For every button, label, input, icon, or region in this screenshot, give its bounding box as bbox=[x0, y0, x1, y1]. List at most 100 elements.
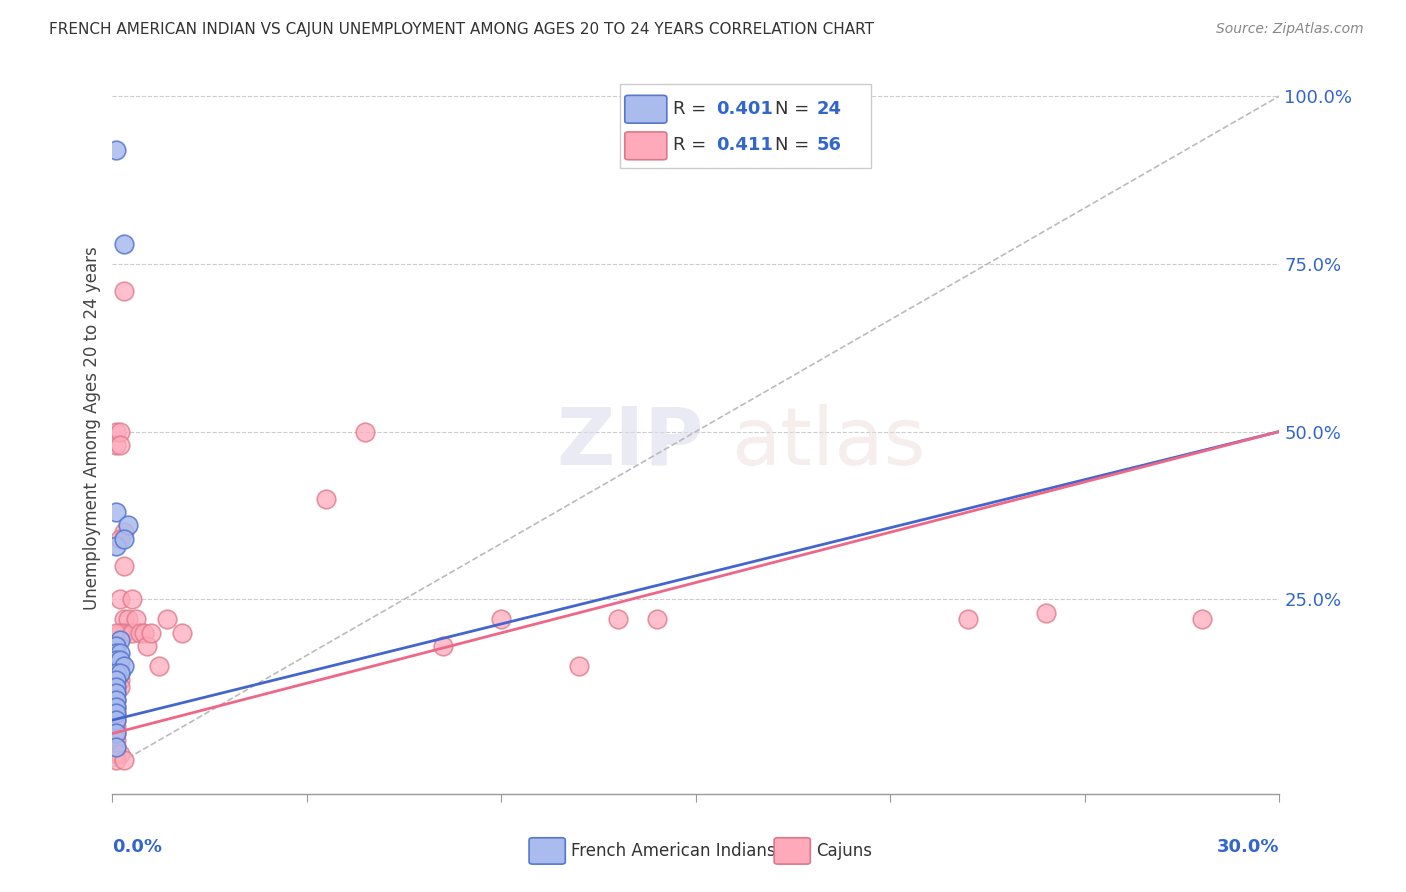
Point bbox=[112, 625, 135, 640]
Point bbox=[105, 753, 128, 767]
Point bbox=[141, 625, 163, 640]
FancyBboxPatch shape bbox=[620, 85, 872, 169]
Point bbox=[105, 673, 128, 687]
Point bbox=[105, 438, 128, 452]
Point bbox=[112, 236, 135, 251]
Point bbox=[105, 699, 128, 714]
Point bbox=[105, 693, 128, 707]
Point bbox=[105, 639, 128, 653]
Point bbox=[105, 143, 128, 157]
Point bbox=[105, 726, 128, 740]
Point bbox=[121, 592, 143, 607]
Point bbox=[105, 739, 128, 754]
Point bbox=[125, 612, 148, 626]
Point bbox=[354, 425, 377, 439]
Point bbox=[105, 639, 128, 653]
Text: R =: R = bbox=[672, 136, 711, 154]
Point bbox=[105, 653, 128, 667]
Point bbox=[110, 632, 132, 647]
Point bbox=[132, 625, 155, 640]
Point bbox=[110, 592, 132, 607]
Text: N =: N = bbox=[775, 100, 815, 118]
Point bbox=[148, 659, 170, 673]
Point bbox=[105, 539, 128, 553]
Point bbox=[315, 491, 337, 506]
Point bbox=[112, 558, 135, 573]
Point bbox=[105, 720, 128, 734]
Point bbox=[110, 532, 132, 546]
Text: 24: 24 bbox=[815, 100, 841, 118]
Point bbox=[105, 680, 128, 694]
Text: Source: ZipAtlas.com: Source: ZipAtlas.com bbox=[1216, 22, 1364, 37]
Point bbox=[110, 646, 132, 660]
Point bbox=[105, 686, 128, 700]
Text: Cajuns: Cajuns bbox=[815, 842, 872, 860]
Point bbox=[105, 653, 128, 667]
Text: atlas: atlas bbox=[731, 404, 925, 482]
Point bbox=[105, 713, 128, 727]
Point bbox=[112, 612, 135, 626]
Point bbox=[110, 680, 132, 694]
Point bbox=[172, 625, 194, 640]
Point bbox=[105, 625, 128, 640]
Point bbox=[105, 699, 128, 714]
Point bbox=[105, 686, 128, 700]
Point bbox=[105, 713, 128, 727]
Text: R =: R = bbox=[672, 100, 711, 118]
Text: ZIP: ZIP bbox=[555, 404, 703, 482]
Point bbox=[1191, 612, 1213, 626]
Point bbox=[128, 625, 150, 640]
Point bbox=[110, 425, 132, 439]
Point bbox=[117, 518, 139, 533]
Text: 30.0%: 30.0% bbox=[1218, 838, 1279, 855]
Text: 0.401: 0.401 bbox=[716, 100, 773, 118]
Point bbox=[110, 666, 132, 681]
Point bbox=[156, 612, 179, 626]
Point bbox=[117, 612, 139, 626]
Text: 0.0%: 0.0% bbox=[112, 838, 163, 855]
Point bbox=[105, 505, 128, 519]
Point bbox=[105, 726, 128, 740]
Point bbox=[110, 625, 132, 640]
Point bbox=[105, 646, 128, 660]
Point bbox=[105, 666, 128, 681]
Point bbox=[112, 753, 135, 767]
Text: 0.411: 0.411 bbox=[716, 136, 773, 154]
Point bbox=[568, 659, 591, 673]
Y-axis label: Unemployment Among Ages 20 to 24 years: Unemployment Among Ages 20 to 24 years bbox=[83, 246, 101, 610]
Point bbox=[645, 612, 668, 626]
Point bbox=[432, 639, 454, 653]
Point bbox=[110, 747, 132, 761]
Point bbox=[110, 666, 132, 681]
Point bbox=[105, 706, 128, 721]
Point bbox=[110, 438, 132, 452]
Point bbox=[110, 659, 132, 673]
Point bbox=[607, 612, 630, 626]
Point bbox=[105, 693, 128, 707]
Point bbox=[112, 532, 135, 546]
Point bbox=[112, 659, 135, 673]
Point bbox=[112, 525, 135, 540]
FancyBboxPatch shape bbox=[775, 838, 810, 864]
Point bbox=[105, 666, 128, 681]
FancyBboxPatch shape bbox=[624, 95, 666, 123]
Text: FRENCH AMERICAN INDIAN VS CAJUN UNEMPLOYMENT AMONG AGES 20 TO 24 YEARS CORRELATI: FRENCH AMERICAN INDIAN VS CAJUN UNEMPLOY… bbox=[49, 22, 875, 37]
Point bbox=[105, 680, 128, 694]
Point bbox=[105, 706, 128, 721]
Point bbox=[112, 284, 135, 298]
Point bbox=[105, 673, 128, 687]
FancyBboxPatch shape bbox=[529, 838, 565, 864]
Point bbox=[491, 612, 513, 626]
Point bbox=[105, 739, 128, 754]
Point bbox=[110, 653, 132, 667]
Point bbox=[105, 747, 128, 761]
Point bbox=[105, 425, 128, 439]
Point bbox=[110, 673, 132, 687]
Text: N =: N = bbox=[775, 136, 815, 154]
Point bbox=[957, 612, 980, 626]
Point bbox=[121, 625, 143, 640]
Point bbox=[136, 639, 159, 653]
FancyBboxPatch shape bbox=[624, 132, 666, 160]
Text: French American Indians: French American Indians bbox=[571, 842, 776, 860]
Point bbox=[105, 733, 128, 747]
